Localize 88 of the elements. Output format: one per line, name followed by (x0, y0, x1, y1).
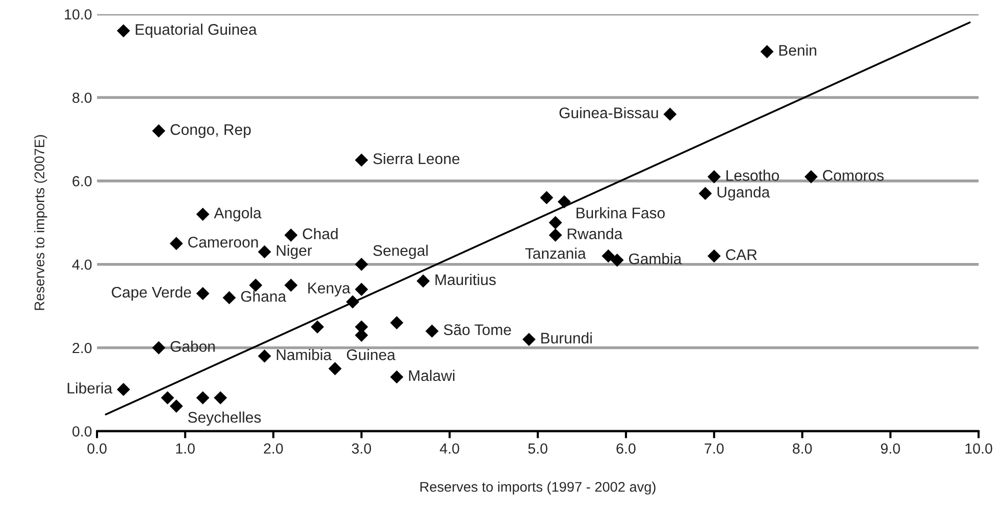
annotation: Angola (214, 207, 262, 222)
point (663, 108, 677, 121)
point (222, 291, 236, 304)
x-tick-label: 6.0 (616, 443, 636, 454)
point (698, 186, 712, 200)
y-tick-label: 0.0 (72, 426, 92, 437)
annotation: Gabon (170, 340, 215, 352)
annotation: Kenya (308, 282, 350, 296)
annotation: Guinea-Bissau (559, 107, 658, 118)
point (196, 208, 210, 221)
annotation: Liberia (68, 382, 112, 394)
x-tick-label: 4.0 (440, 443, 460, 454)
annotation: Senegal (373, 244, 428, 259)
point (170, 236, 183, 250)
x-tick-label: 0.0 (87, 443, 107, 454)
y-tick-label: 2.0 (72, 342, 92, 354)
annotation: Lesotho (726, 170, 779, 181)
point (390, 316, 404, 330)
annotation: Burundi (541, 332, 592, 344)
point (540, 191, 554, 204)
annotation: Equatorial Guinea (136, 24, 257, 38)
point (548, 228, 562, 242)
annotation: Burkina Faso (576, 207, 665, 218)
point (328, 362, 342, 376)
point (416, 274, 430, 288)
point (116, 382, 130, 396)
point (760, 45, 774, 58)
annotation: Seychelles (188, 412, 261, 426)
point (610, 254, 624, 267)
point (284, 278, 298, 292)
point (708, 249, 721, 263)
annotation: Mauritius (436, 274, 496, 286)
annotation: Benin (779, 44, 816, 56)
point (310, 320, 324, 334)
annotation: Comoros (822, 170, 884, 181)
annotation: Rwanda (568, 228, 623, 240)
point (214, 391, 228, 404)
point (708, 170, 721, 184)
x-tick-label: 1.0 (176, 443, 195, 454)
point (160, 391, 174, 404)
annotation: CAR (726, 249, 757, 260)
point (170, 400, 183, 413)
y-tick-label: 8.0 (72, 92, 92, 103)
point (354, 258, 368, 271)
point (152, 124, 166, 138)
annotation: Niger (276, 244, 312, 259)
y-tick-label: 4.0 (72, 259, 92, 270)
x-tick-label: 3.0 (352, 443, 372, 454)
point (152, 341, 166, 354)
annotation: Uganda (718, 186, 770, 201)
point (548, 216, 562, 230)
annotation: Tanzania (525, 248, 586, 259)
point (558, 195, 571, 208)
annotation: Gambia (629, 253, 682, 264)
annotation: Cameroon (188, 236, 258, 248)
annotation: Ghana (241, 290, 286, 302)
annotation: Cape Verde (112, 286, 192, 301)
point (354, 153, 368, 167)
annotation: Guinea (346, 348, 396, 360)
point (116, 24, 130, 38)
x-tick-label: 2.0 (264, 443, 283, 454)
point (602, 249, 615, 263)
y-tick-label: 6.0 (72, 176, 92, 186)
annotation: Congo, Rep (170, 124, 251, 138)
point (804, 170, 818, 184)
annotation: São Tome (444, 324, 511, 336)
point (258, 350, 272, 363)
point (354, 282, 368, 296)
annotation: Namibia (276, 348, 332, 360)
annotation: Malawi (409, 370, 454, 382)
x-axis-title: Reserves to imports (1997 - 2002 avg) (420, 482, 656, 495)
x-tick-label: 8.0 (792, 443, 812, 454)
x-tick-label: 7.0 (704, 443, 724, 454)
point (284, 228, 298, 242)
point (346, 295, 360, 308)
point (425, 324, 439, 338)
y-tick-label: 10.0 (64, 9, 92, 20)
point (196, 391, 210, 404)
annotation: Sierra Leone (373, 152, 460, 164)
point (258, 245, 272, 258)
x-tick-label: 5.0 (528, 443, 548, 454)
point (196, 286, 210, 300)
annotation: Chad (302, 228, 338, 240)
x-tick-label: 9.0 (880, 443, 900, 454)
y-axis-title: Reserves to imports (2007E) (34, 135, 48, 310)
x-tick-label: 10.0 (966, 443, 992, 454)
point (390, 370, 404, 384)
point (522, 332, 536, 346)
